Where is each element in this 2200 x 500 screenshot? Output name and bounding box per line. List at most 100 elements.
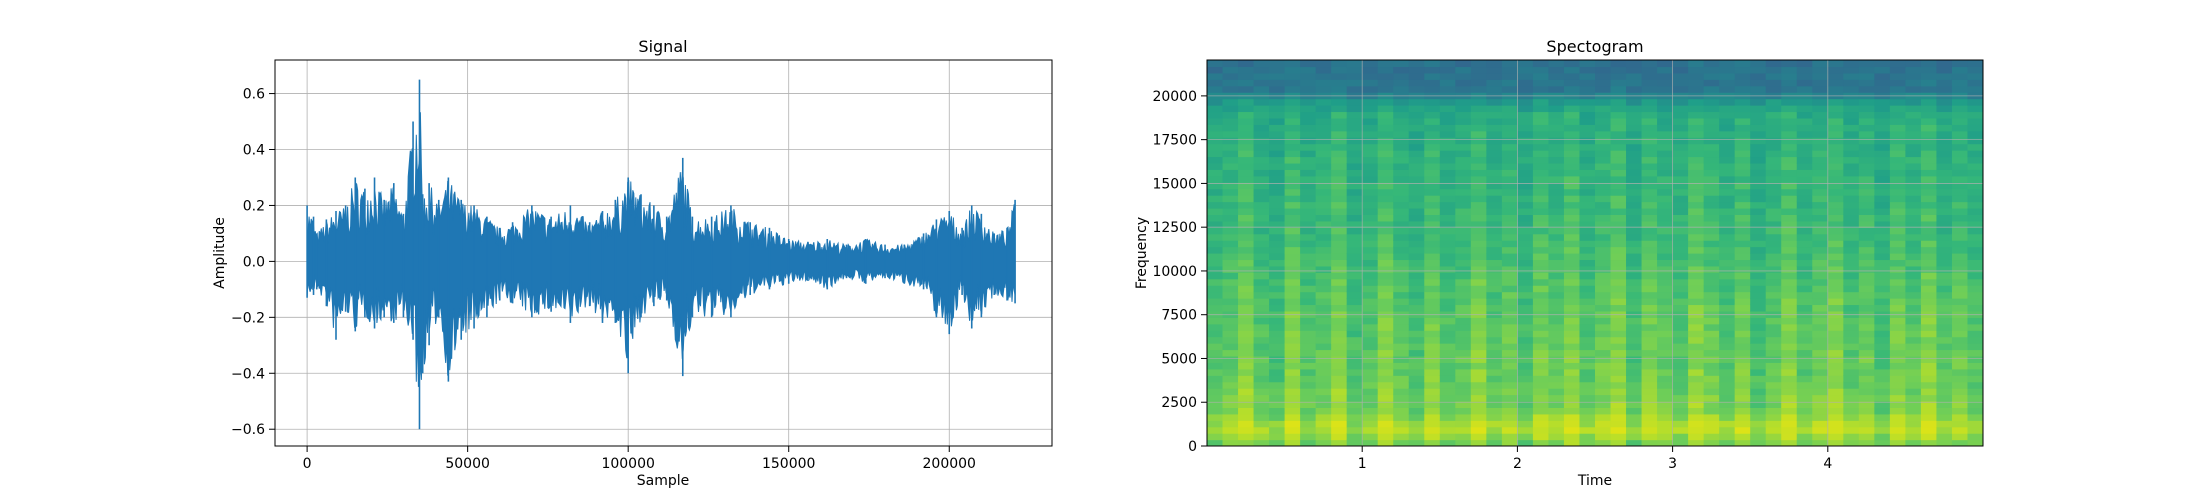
spectrogram-cell <box>1641 362 1658 370</box>
spectrogram-cell <box>1393 317 1410 325</box>
spectrogram-cell <box>1424 349 1441 357</box>
spectrogram-cell <box>1238 388 1255 396</box>
spectrogram-cell <box>1905 420 1922 428</box>
spectrogram-cell <box>1719 433 1736 441</box>
spectrogram-cell <box>1377 201 1394 209</box>
spectrogram-cell <box>1501 291 1518 299</box>
spectrogram-x-tick-label: 4 <box>1823 456 1832 472</box>
spectrogram-cell <box>1719 362 1736 370</box>
spectrogram-cell <box>1532 362 1550 370</box>
spectrogram-cell <box>1455 137 1472 145</box>
spectrogram-cell <box>1905 111 1922 119</box>
spectrogram-cell <box>1548 150 1565 158</box>
spectrogram-cell <box>1563 201 1581 209</box>
spectrogram-cell <box>1284 66 1301 74</box>
spectrogram-cell <box>1563 394 1581 402</box>
spectrogram-cell <box>1688 85 1705 93</box>
spectrogram-cell <box>1284 60 1301 68</box>
spectrogram-cell <box>1936 143 1953 151</box>
spectrogram-cell <box>1734 150 1751 158</box>
spectrogram-cell <box>1439 130 1456 138</box>
spectrogram-cell <box>1858 143 1875 151</box>
spectrogram-cell <box>1827 272 1844 280</box>
spectrogram-cell <box>1781 60 1798 68</box>
spectrogram-cell <box>1688 375 1705 383</box>
spectrogram-cell <box>1781 79 1798 87</box>
spectrogram-cell <box>1346 362 1363 370</box>
spectrogram-cell <box>1920 381 1938 389</box>
spectrogram-cell <box>1920 150 1938 158</box>
spectrogram-cell <box>1641 188 1658 196</box>
spectrogram-cell <box>1843 355 1860 363</box>
spectrogram-cell <box>1874 323 1891 331</box>
spectrogram-cell <box>1750 156 1767 164</box>
spectrogram-cell <box>1796 336 1813 344</box>
spectrogram-cell <box>1579 355 1596 363</box>
spectrogram-cell <box>1967 98 1983 106</box>
spectrogram-cell <box>1595 124 1612 132</box>
spectrogram-cell <box>1455 130 1472 138</box>
spectrogram-cell <box>1284 175 1301 183</box>
spectrogram-cell <box>1905 349 1922 357</box>
spectrogram-cell <box>1750 420 1767 428</box>
spectrogram-cell <box>1626 355 1643 363</box>
spectrogram-cell <box>1269 285 1286 293</box>
spectrogram-cell <box>1408 407 1425 415</box>
spectrogram-cell <box>1936 265 1953 273</box>
spectrogram-cell <box>1501 298 1518 306</box>
spectrogram-cell <box>1579 413 1596 421</box>
spectrogram-cell <box>1300 388 1317 396</box>
spectrogram-cell <box>1874 111 1891 119</box>
spectrogram-cell <box>1967 272 1983 280</box>
spectrogram-cell <box>1563 259 1581 267</box>
spectrogram-cell <box>1207 105 1224 113</box>
spectrogram-cell <box>1579 381 1596 389</box>
spectrogram-cell <box>1517 182 1534 190</box>
spectrogram-cell <box>1362 272 1379 280</box>
spectrogram-cell <box>1253 407 1270 415</box>
spectrogram-cell <box>1300 413 1317 421</box>
spectrogram-cell <box>1796 60 1813 68</box>
spectrogram-cell <box>1408 60 1425 68</box>
spectrogram-cell <box>1641 233 1658 241</box>
spectrogram-cell <box>1734 175 1751 183</box>
spectrogram-cell <box>1719 439 1736 446</box>
spectrogram-cell <box>1486 130 1503 138</box>
spectrogram-cell <box>1486 381 1503 389</box>
spectrogram-cell <box>1858 375 1875 383</box>
spectrogram-cell <box>1253 175 1270 183</box>
spectrogram-cell <box>1377 162 1394 170</box>
spectrogram-cell <box>1595 79 1612 87</box>
spectrogram-cell <box>1346 130 1363 138</box>
spectrogram-cell <box>1563 323 1581 331</box>
spectrogram-cell <box>1672 253 1689 261</box>
spectrogram-cell <box>1532 375 1550 383</box>
spectrogram-cell <box>1579 66 1596 74</box>
spectrogram-cell <box>1238 156 1255 164</box>
spectrogram-cell <box>1315 162 1332 170</box>
spectrogram-cell <box>1269 175 1286 183</box>
spectrogram-cell <box>1765 394 1782 402</box>
spectrogram-cell <box>1486 162 1503 170</box>
spectrogram-cell <box>1765 130 1782 138</box>
spectrogram-cell <box>1269 253 1286 261</box>
spectrogram-cell <box>1610 111 1627 119</box>
spectrogram-cell <box>1672 413 1689 421</box>
spectrogram-cell <box>1734 98 1751 106</box>
spectrogram-cell <box>1408 137 1425 145</box>
spectrogram-cell <box>1595 85 1612 93</box>
spectrogram-cell <box>1703 259 1720 267</box>
spectrogram-cell <box>1626 381 1643 389</box>
spectrogram-cell <box>1641 265 1658 273</box>
spectrogram-cell <box>1641 240 1658 248</box>
spectrogram-cell <box>1346 143 1363 151</box>
spectrogram-cell <box>1517 98 1534 106</box>
spectrogram-cell <box>1889 439 1906 446</box>
spectrogram-cell <box>1781 355 1798 363</box>
spectrogram-cell <box>1920 195 1938 203</box>
spectrogram-cell <box>1222 439 1239 446</box>
spectrogram-cell <box>1424 336 1441 344</box>
spectrogram-cell <box>1548 304 1565 312</box>
spectrogram-cell <box>1532 117 1550 125</box>
spectrogram-cell <box>1703 233 1720 241</box>
